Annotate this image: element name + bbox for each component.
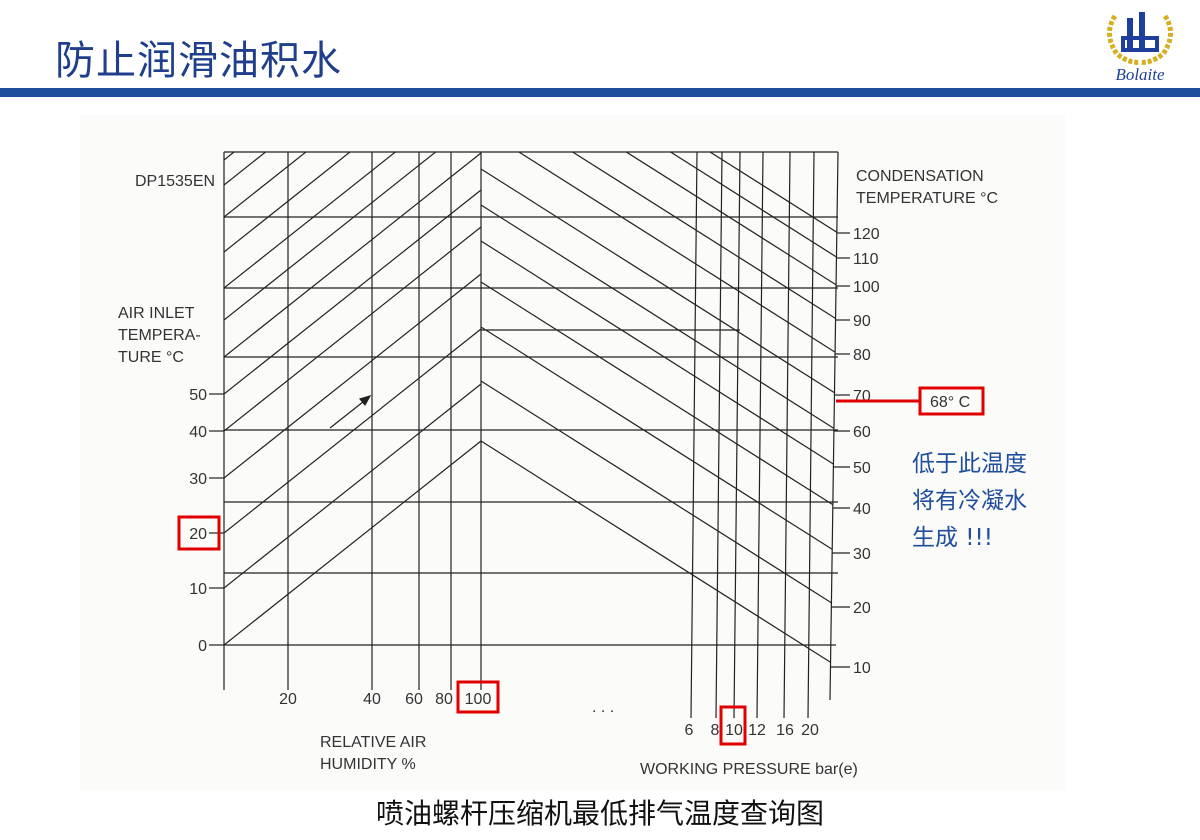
condensation-line [480, 281, 838, 509]
right-tick-label: 90 [853, 313, 871, 330]
inlet-temperature-line [224, 273, 482, 479]
inlet-temperature-line [224, 152, 482, 358]
right-axis [829, 151, 839, 701]
header-divider [0, 88, 1200, 97]
highlight-pressure-10 [719, 705, 747, 746]
inlet-temperature-line [224, 189, 482, 395]
svg-text:Bolaite: Bolaite [1115, 65, 1165, 84]
left-tick-label: 40 [189, 424, 207, 441]
result-box [918, 386, 985, 416]
left-tick-label: 0 [198, 638, 207, 655]
left-tick-label: 30 [189, 471, 207, 488]
humidity-tick-label: 80 [435, 691, 453, 708]
result-label: 68° C [930, 394, 970, 411]
inlet-temperature-line [224, 383, 482, 589]
humidity-tick-label: 60 [405, 691, 423, 708]
bolaite-logo: Bolaite [1107, 12, 1173, 84]
right-tick-label: 20 [853, 600, 871, 617]
condensation-line [480, 326, 838, 554]
chart-caption: 喷油螺杆压缩机最低排气温度查询图 [375, 797, 824, 830]
highlight-inlet-20 [177, 515, 221, 551]
left-tick-label: 50 [189, 387, 207, 404]
chart-code: DP1535EN [135, 173, 215, 190]
humidity-tick-label: 40 [363, 691, 381, 708]
humidity-tick-label: 100 [465, 691, 492, 708]
right-tick-label: 100 [853, 279, 880, 296]
left-axis-label: TEMPERA- [118, 327, 201, 344]
note-line: 生成 !!! [912, 525, 993, 551]
condensation-line [480, 152, 838, 259]
left-tick-label: 20 [189, 526, 207, 543]
slide-title: 防止润滑油积水 [55, 38, 342, 84]
pressure-tick-label: 20 [801, 722, 819, 739]
note-line: 将有冷凝水 [912, 488, 1027, 514]
pressure-tick-label: 10 [725, 722, 743, 739]
left-axis-label: TURE °C [118, 349, 184, 366]
pressure-line [756, 151, 764, 719]
inlet-temperature-line [224, 328, 482, 534]
arrow-line [329, 397, 369, 429]
condensation-line [480, 204, 838, 432]
condensation-warning-note: 低于此温度 将有冷凝水 生成 !!! [912, 446, 1027, 557]
pressure-line [690, 151, 698, 719]
humidity-axis-label: HUMIDITY % [320, 756, 416, 773]
inlet-temperature-line [224, 440, 482, 646]
pressure-line [733, 151, 741, 719]
inlet-temperature-line [224, 152, 482, 253]
left-axis-label: AIR INLET [118, 305, 195, 322]
condensation-line [480, 152, 838, 234]
pressure-axis-label: WORKING PRESSURE bar(e) [640, 761, 858, 778]
pressure-tick-label: 16 [776, 722, 794, 739]
left-tick-label: 10 [189, 581, 207, 598]
note-line: 低于此温度 [912, 451, 1027, 477]
right-tick-label: 40 [853, 501, 871, 518]
humidity-tick-label: 20 [279, 691, 297, 708]
condensation-line [480, 152, 838, 287]
right-tick-label: 50 [853, 460, 871, 477]
right-axis-label: CONDENSATION [856, 168, 984, 185]
right-tick-label: 60 [853, 424, 871, 441]
inlet-temperature-line [224, 152, 482, 218]
condensation-line [480, 440, 838, 668]
condensation-line [480, 240, 838, 468]
right-tick-label: 110 [853, 251, 879, 268]
inlet-temperature-line [224, 152, 482, 321]
pressure-tick-label: 6 [685, 722, 694, 739]
condensation-line [480, 152, 838, 321]
pressure-tick-label: 12 [748, 722, 766, 739]
highlight-humidity-100 [456, 680, 500, 714]
condensation-line [480, 168, 838, 396]
right-tick-label: 10 [853, 660, 871, 677]
ellipsis: . . . [592, 699, 614, 716]
inlet-temperature-line [224, 152, 482, 289]
right-tick-label: 30 [853, 546, 871, 563]
right-axis-label: TEMPERATURE °C [856, 190, 998, 207]
pressure-tick-label: 8 [711, 722, 720, 739]
arrow-icon [358, 395, 372, 407]
condensation-line [480, 152, 838, 355]
condensation-line [480, 380, 838, 608]
right-tick-label: 80 [853, 347, 871, 364]
humidity-axis-label: RELATIVE AIR [320, 734, 426, 751]
right-tick-label: 120 [853, 226, 880, 243]
pressure-line [807, 151, 815, 719]
inlet-temperature-line [224, 226, 482, 432]
